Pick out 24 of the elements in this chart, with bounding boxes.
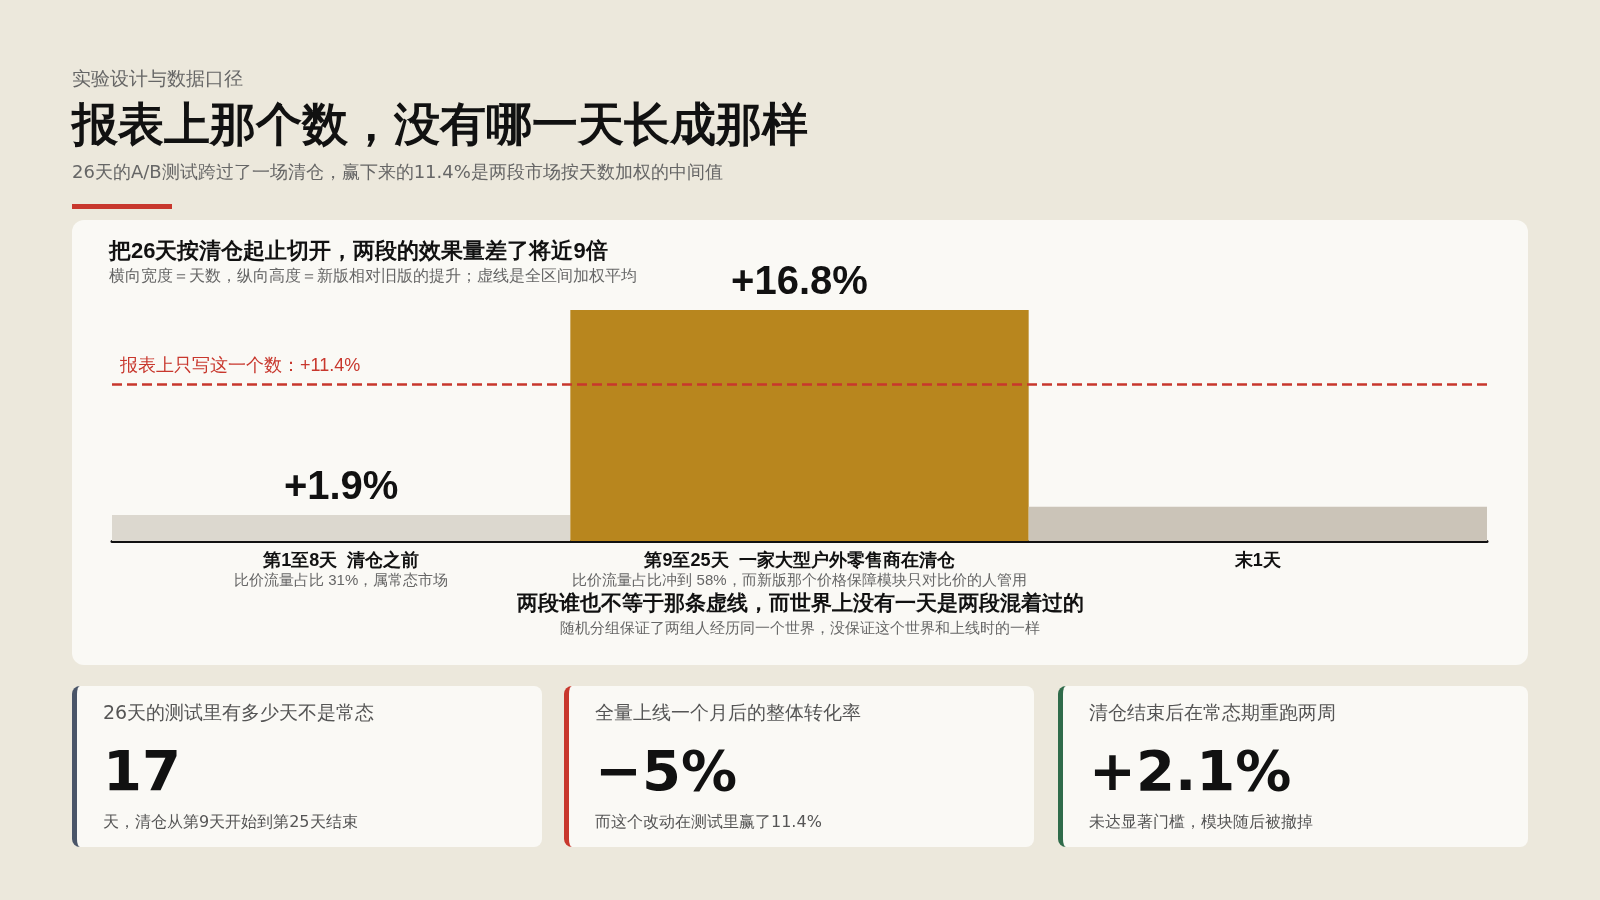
text: 报表上那个数，没有哪一天长成那样 <box>72 96 809 153</box>
text: 天，清仓从第9天开始到第25天结束 <box>103 812 359 833</box>
text: 比价流量占比冲到 58%，而新版那个价格保障模块只对比价的人管用 <box>572 571 1027 588</box>
text: 全量上线一个月后的整体转化率 <box>595 700 862 725</box>
x-tick-label: 第1至8天 清仓之前 <box>262 550 420 570</box>
chart-subtitle: 横向宽度＝天数，纵向高度＝新版相对旧版的提升；虚线是全区间加权平均 <box>109 266 637 284</box>
text: 清仓结束后在常态期重跑两周 <box>1089 700 1337 725</box>
text: 实验设计与数据口径 <box>72 66 244 91</box>
data-label: +16.8% <box>731 258 868 302</box>
chart-title: 把26天按清仓起止切开，两段的效果量差了将近9倍 <box>108 237 608 263</box>
text: 而这个改动在测试里赢了11.4% <box>595 812 823 833</box>
text: +2.1% <box>1089 737 1293 805</box>
ref-line-label: 报表上只写这一个数：+11.4% <box>119 355 361 376</box>
text: 随机分组保证了两组人经历同一个世界，没保证这个世界和上线时的一样 <box>560 619 1040 636</box>
text: 比价流量占比 31%，属常态市场 <box>234 571 449 588</box>
data-label: +1.9% <box>283 462 399 507</box>
text: −5% <box>595 737 738 805</box>
text: 两段谁也不等于那条虚线，而世界上没有一天是两段混着过的 <box>515 591 1084 614</box>
text: 26天的测试里有多少天不是常态 <box>103 700 376 725</box>
text: 未达显著门槛，模块随后被撤掉 <box>1089 812 1314 833</box>
text: 17 <box>103 737 182 805</box>
x-tick-label: 末1天 <box>1233 550 1281 570</box>
text: 26天的A/B测试跨过了一场清仓，赢下来的11.4%是两段市场按天数加权的中间值 <box>72 160 724 184</box>
x-tick-label: 第9至25天 一家大型户外零售商在清仓 <box>643 550 956 570</box>
